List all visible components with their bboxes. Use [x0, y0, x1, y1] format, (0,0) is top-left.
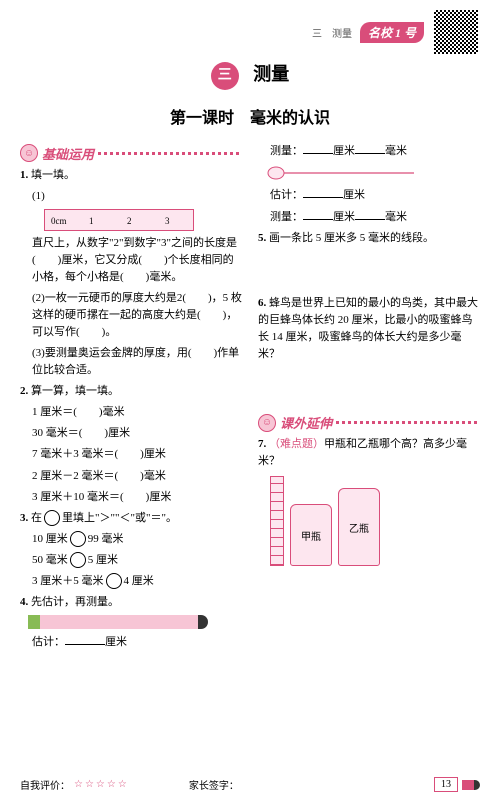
chapter-number-badge: 三	[211, 62, 239, 90]
section-extend-label: 课外延伸	[280, 413, 332, 432]
parent-sign-label: 家长签字：	[189, 777, 239, 792]
mascot-icon: ☺	[20, 144, 38, 162]
left-column: ☺ 基础运用 1. 填一填。 (1) 0cm 1 2 3 直尺上，从数字"2"到…	[20, 138, 242, 655]
q1: 1. 填一填。	[20, 167, 242, 184]
q4-estimate2: 估计：厘米	[258, 186, 480, 204]
jar-figure: 甲瓶 乙瓶	[270, 476, 480, 566]
brand-badge: 名校 1 号	[360, 22, 424, 43]
q1-1-text: 直尺上，从数字"2"到数字"3"之间的长度是( )厘米，它又分成( )个长度相同…	[32, 237, 237, 283]
q4-estimate: 估计：厘米	[20, 633, 242, 651]
lesson-title: 第一课时 毫米的认识	[20, 104, 480, 128]
q2-line2: 30 毫米＝( )厘米	[20, 425, 242, 442]
pencil-icon	[462, 780, 480, 790]
chapter-name: 测量	[253, 64, 289, 84]
pencil-figure	[28, 615, 208, 629]
q2: 2. 算一算，填一填。	[20, 383, 242, 400]
q1-1: (1) 0cm 1 2 3 直尺上，从数字"2"到数字"3"之间的长度是( )厘…	[20, 188, 242, 286]
q4-measure2: 测量：厘米毫米	[258, 208, 480, 226]
q4-measure: 测量：厘米毫米	[258, 142, 480, 160]
star-rating: ☆☆☆☆☆	[74, 779, 129, 790]
section-extend: ☺ 课外延伸	[258, 413, 480, 432]
q7: 7. （难点题）甲瓶和乙瓶哪个高？高多少毫米？	[258, 436, 480, 470]
page-footer: 自我评价： ☆☆☆☆☆ 家长签字： 13	[20, 777, 480, 792]
wave-decoration	[98, 152, 242, 155]
q3-line1: 10 厘米99 毫米	[20, 531, 242, 548]
q3: 3. 在里填上"＞""＜"或"＝"。	[20, 510, 242, 527]
q3-line3: 3 厘米＋5 毫米4 厘米	[20, 573, 242, 590]
q6-answer-area	[258, 367, 480, 407]
q1-3: (3)要测量奥运会金牌的厚度，用( )作单位比较合适。	[20, 345, 242, 379]
chapter-title: 三 测量	[20, 60, 480, 90]
header-section: 三 测量	[312, 25, 352, 40]
q2-line5: 3 厘米＋10 毫米＝( )厘米	[20, 489, 242, 506]
jar-b: 乙瓶	[338, 488, 380, 566]
q5: 5. 画一条比 5 厘米多 5 毫米的线段。	[258, 230, 480, 247]
q3-line2: 50 毫米5 厘米	[20, 552, 242, 569]
q6: 6. 蜂鸟是世界上已知的最小的鸟类，其中最大的巨蜂鸟体长约 20 厘米，比最小的…	[258, 295, 480, 363]
page-header: 三 测量 名校 1 号	[312, 8, 480, 56]
q2-line1: 1 厘米＝( )毫米	[20, 404, 242, 421]
q5-answer-area	[258, 251, 480, 291]
q2-line3: 7 毫米＋3 毫米＝( )厘米	[20, 446, 242, 463]
q1-2: (2)一枚一元硬币的厚度大约是2( )，5 枚这样的硬币摞在一起的高度大约是( …	[20, 290, 242, 341]
mascot-icon-2: ☺	[258, 414, 276, 432]
pin-figure	[266, 164, 480, 182]
q4: 4. 先估计，再测量。	[20, 594, 242, 611]
right-column: 测量：厘米毫米 估计：厘米 测量：厘米毫米 5. 画一条比 5 厘米多 5 毫米…	[258, 138, 480, 655]
q2-line4: 2 厘米－2 毫米＝( )毫米	[20, 468, 242, 485]
section-basic: ☺ 基础运用	[20, 144, 242, 163]
page-number: 13	[434, 777, 458, 792]
qr-code-icon	[432, 8, 480, 56]
ruler-figure: 0cm 1 2 3	[44, 209, 194, 231]
vertical-ruler-icon	[270, 476, 284, 566]
self-eval-label: 自我评价：	[20, 777, 70, 792]
circle-blank-icon	[44, 510, 60, 526]
section-basic-label: 基础运用	[42, 144, 94, 163]
jar-a: 甲瓶	[290, 504, 332, 566]
